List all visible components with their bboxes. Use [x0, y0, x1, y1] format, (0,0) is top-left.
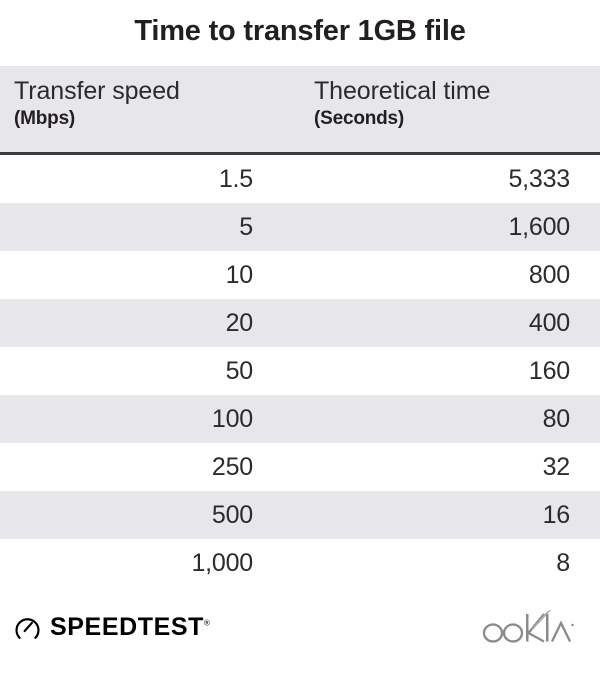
cell-theoretical-time: 400 — [528, 308, 570, 337]
cell-transfer-speed: 10 — [225, 260, 254, 289]
table-row: 1.5 5,333 — [0, 155, 600, 203]
transfer-time-table: Transfer speed (Mbps) Theoretical time (… — [0, 66, 600, 587]
cell-transfer-speed: 100 — [211, 404, 253, 433]
page-title: Time to transfer 1GB file — [134, 14, 466, 47]
column-header-transfer-speed-label: Transfer speed — [14, 77, 180, 105]
speedtest-wordmark-text: SPEEDTEST — [50, 612, 205, 641]
cell-theoretical-time: 1,600 — [508, 212, 570, 241]
speedometer-gauge-icon — [14, 614, 41, 641]
speedtest-logo: SPEEDTEST® — [14, 614, 210, 641]
cell-transfer-speed: 1.5 — [218, 164, 253, 193]
cell-transfer-speed: 250 — [211, 452, 253, 481]
table-row: 1,000 8 — [0, 539, 600, 587]
table-row: 250 32 — [0, 443, 600, 491]
table-row: 50 160 — [0, 347, 600, 395]
speedtest-trademark-icon: ® — [204, 618, 210, 628]
column-header-transfer-speed: Transfer speed (Mbps) — [0, 66, 300, 152]
table-row: 10 800 — [0, 251, 600, 299]
column-header-theoretical-time: Theoretical time (Seconds) — [300, 66, 600, 152]
ookla-logo — [482, 610, 574, 644]
column-header-transfer-speed-unit: (Mbps) — [14, 108, 76, 129]
footer: SPEEDTEST® — [0, 585, 600, 677]
table-header-row: Transfer speed (Mbps) Theoretical time (… — [0, 66, 600, 155]
cell-theoretical-time: 16 — [542, 500, 571, 529]
table-row: 20 400 — [0, 299, 600, 347]
cell-transfer-speed: 500 — [211, 500, 253, 529]
cell-theoretical-time: 160 — [528, 356, 570, 385]
column-header-theoretical-time-label: Theoretical time — [314, 77, 491, 105]
table-row: 100 80 — [0, 395, 600, 443]
column-header-theoretical-time-unit: (Seconds) — [314, 108, 405, 129]
cell-transfer-speed: 5 — [239, 212, 253, 241]
cell-theoretical-time: 5,333 — [508, 164, 570, 193]
cell-transfer-speed: 20 — [225, 308, 254, 337]
table-row: 5 1,600 — [0, 203, 600, 251]
speedtest-wordmark: SPEEDTEST® — [50, 612, 210, 641]
table-row: 500 16 — [0, 491, 600, 539]
cell-theoretical-time: 80 — [542, 404, 571, 433]
cell-theoretical-time: 32 — [542, 452, 571, 481]
cell-theoretical-time: 800 — [528, 260, 570, 289]
cell-theoretical-time: 8 — [556, 548, 570, 577]
cell-transfer-speed: 1,000 — [191, 548, 253, 577]
cell-transfer-speed: 50 — [225, 356, 254, 385]
